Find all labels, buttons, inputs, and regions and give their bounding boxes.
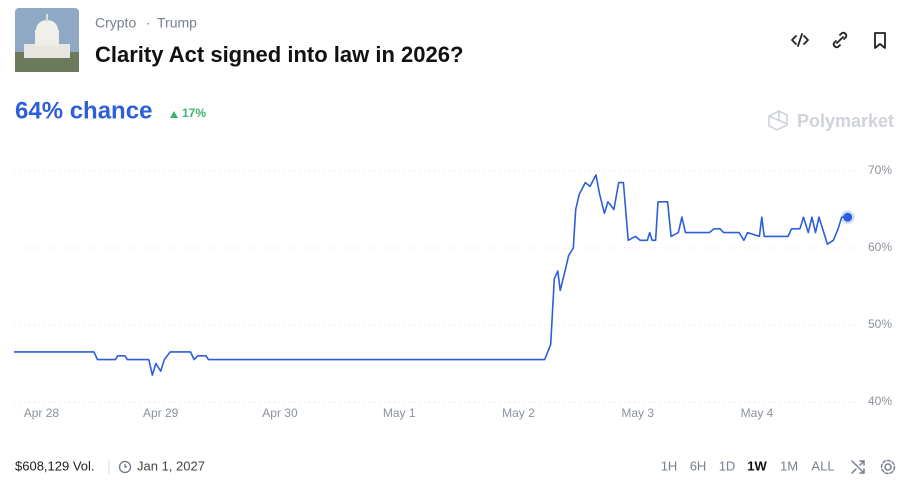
brand-logo: [768, 110, 788, 131]
end-date: Jan 1, 2027: [137, 458, 205, 473]
market-image: [15, 8, 79, 72]
line: [14, 174, 848, 376]
x-tick-label: May 3: [621, 406, 654, 420]
compare-icon[interactable]: [851, 460, 865, 474]
bookmark-icon[interactable]: [874, 32, 886, 49]
tag[interactable]: Crypto: [95, 15, 136, 31]
chance: 64% chance: [15, 97, 152, 124]
x-tick-label: Apr 30: [262, 406, 298, 420]
range-button[interactable]: 6H: [690, 458, 707, 473]
x-tick-label: May 2: [502, 406, 535, 420]
brand: Polymarket: [797, 111, 894, 131]
up-arrow: [170, 111, 178, 118]
volume: $608,129 Vol.: [15, 458, 95, 473]
range-button[interactable]: 1W: [747, 458, 767, 473]
range-button[interactable]: 1M: [780, 458, 798, 473]
end-dot: [843, 212, 853, 222]
y-tick-label: 40%: [868, 394, 892, 408]
x-tick-label: May 4: [741, 406, 774, 420]
x-tick-label: Apr 29: [143, 406, 179, 420]
link-icon[interactable]: [832, 31, 848, 49]
y-tick-label: 60%: [868, 240, 892, 254]
chart: 40% 50% 60% 70% Apr 28 Apr 29 Apr 30 May 1 May 2…: [14, 163, 892, 420]
y-tick-label: 70%: [868, 163, 892, 177]
change: 17%: [182, 106, 206, 120]
separator: ·: [146, 15, 151, 31]
embed-icon[interactable]: [791, 33, 809, 47]
y-tick-label: 50%: [868, 317, 892, 331]
market-title: Clarity Act signed into law in 2026?: [95, 42, 463, 67]
x-tick-label: May 1: [383, 406, 416, 420]
x-tick-label: Apr 28: [24, 406, 60, 420]
range-button[interactable]: 1D: [719, 458, 736, 473]
clock-icon: [118, 460, 132, 474]
range-button[interactable]: ALL: [811, 458, 834, 473]
range-selector: 1H 6H 1D 1W 1M ALL: [661, 458, 835, 473]
settings-icon[interactable]: [884, 463, 892, 471]
tag[interactable]: Trump: [157, 15, 197, 31]
range-button[interactable]: 1H: [661, 458, 678, 473]
